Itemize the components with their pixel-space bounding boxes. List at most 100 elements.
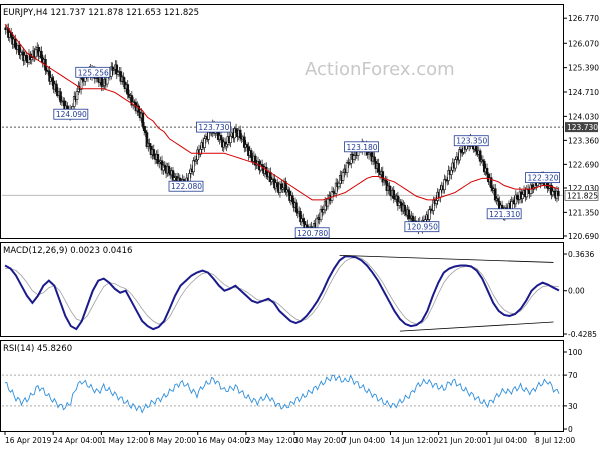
macd-tick-label: 0.3636 (568, 250, 594, 259)
price-grid (2, 126, 563, 196)
candle-body (171, 170, 175, 181)
candle-body (55, 83, 58, 93)
candle-body (19, 51, 23, 56)
annotation-label: 124.090 (56, 110, 87, 119)
candle-body (315, 218, 319, 229)
resistance-tag-label: 123.730 (567, 123, 598, 132)
candle-body (319, 208, 323, 221)
candle-body (112, 69, 116, 71)
moving-average-line (4, 23, 560, 201)
time-tick-label: 21 Jun 20:00 (439, 436, 487, 445)
macd-lower-trendline (399, 321, 554, 332)
candle-body (450, 169, 453, 175)
candle-body (203, 138, 206, 148)
macd-tick-label: -0.4285 (568, 330, 597, 339)
candle-body (459, 149, 463, 153)
rsi-line (4, 374, 560, 414)
candle-body (525, 188, 529, 198)
time-tick-label: 8 May 20:00 (150, 436, 197, 445)
price-axis: 126.770 126.070 125.390 124.710 124.030 123.3… (564, 14, 599, 241)
candle-body (29, 53, 32, 61)
candle-body (242, 136, 246, 148)
candle-body (51, 77, 54, 82)
time-tick-label: 1 Jul 04:00 (487, 436, 527, 445)
candle-body (79, 78, 83, 90)
candle-body (24, 54, 28, 61)
candle-body (521, 194, 524, 199)
candle-body (122, 76, 125, 83)
annotation-label: 123.730 (198, 123, 229, 132)
candle-body (447, 170, 450, 181)
candle-body (280, 183, 283, 190)
candle-body (249, 150, 253, 158)
candle-body (130, 95, 134, 106)
annotation-box (525, 172, 560, 184)
candle-body (407, 209, 411, 220)
macd-lines (4, 254, 560, 332)
candle-body (347, 162, 350, 164)
candle-body (286, 189, 290, 192)
candle-body (397, 201, 401, 206)
price-candles (4, 23, 560, 240)
candle-body (515, 194, 519, 200)
annotation-box (404, 221, 440, 233)
candle-body (156, 154, 160, 164)
candle-body (403, 204, 407, 212)
candle-body (275, 182, 279, 188)
candle-body (290, 195, 294, 203)
rsi-tick-label: 70 (568, 371, 578, 380)
candle-body (48, 70, 51, 82)
candle-body (30, 57, 34, 61)
candle-body (367, 152, 371, 156)
ma-line (4, 23, 560, 201)
rsi-grid (2, 374, 563, 407)
candle-body (219, 135, 223, 141)
macd-header: MACD(12,26,9) 0.0023 0.0416 (3, 246, 132, 256)
price-tick-label: 122.030 (568, 184, 599, 193)
annotation-label: 122.320 (528, 174, 559, 183)
candle-body (144, 130, 147, 133)
price-tick-label: 121.350 (568, 208, 599, 217)
current-price-tag (564, 190, 599, 201)
price-tick-label: 123.360 (568, 136, 599, 145)
candle-body (510, 201, 513, 210)
rsi-tick-label: 0 (568, 425, 573, 434)
annotation-box (294, 227, 330, 239)
rsi-panel-frame (0, 340, 564, 432)
candle-body (330, 191, 334, 201)
candle-body (408, 217, 412, 220)
time-tick-label: 16 May 04:00 (198, 436, 250, 445)
candle-body (119, 71, 123, 82)
price-annotations: 125.256 124.090 123.730 122.080 120.780 123.1… (53, 66, 560, 239)
candle-body (270, 179, 274, 183)
candle-body (192, 160, 195, 173)
candle-body (388, 185, 391, 192)
time-tick-label: 7 Jun 04:00 (342, 436, 385, 445)
candle-body (377, 163, 380, 173)
price-tick-label: 124.710 (568, 88, 599, 97)
candle-body (334, 182, 338, 194)
annotation-box (196, 121, 231, 133)
candle-body (148, 143, 151, 147)
annotation-label: 122.080 (171, 182, 202, 191)
candle-body (142, 126, 146, 132)
candle-body (225, 143, 228, 147)
candle-body (145, 132, 149, 147)
time-tick-label: 30 May 20:00 (294, 436, 346, 445)
candle-body (322, 209, 326, 213)
watermark: ActionForex.com (305, 59, 455, 80)
rsi-header: RSI(14) 45.8260 (3, 344, 72, 354)
rsi-tick-label: 30 (568, 402, 578, 411)
annotation-box (486, 208, 522, 220)
time-tick-label: 24 Apr 04:00 (53, 436, 102, 445)
candle-body (167, 165, 171, 174)
price-tick-label: 124.030 (568, 112, 599, 121)
rsi-lines (4, 374, 560, 414)
candle-body (373, 156, 376, 162)
rsi-axis: 100 70 30 0 (564, 348, 583, 434)
macd-upper-trendline (339, 254, 554, 263)
annotation-box (344, 141, 379, 153)
candle-body (137, 105, 141, 113)
candle-body (454, 159, 457, 169)
